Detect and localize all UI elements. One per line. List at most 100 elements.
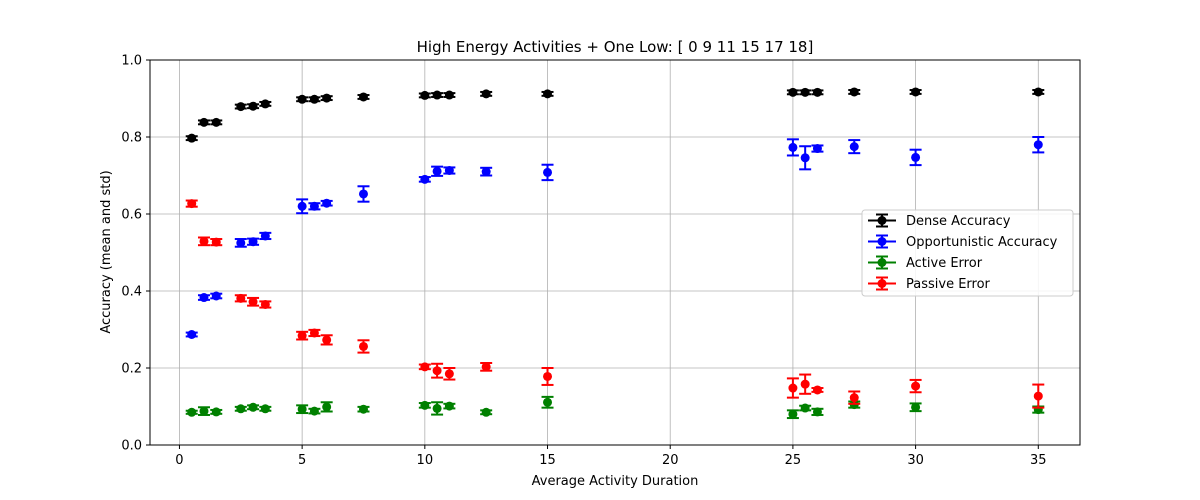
point-marker — [420, 174, 430, 184]
point-marker — [432, 366, 442, 376]
data-point — [210, 117, 223, 127]
point-marker — [322, 335, 332, 345]
data-point — [480, 166, 493, 177]
point-marker — [420, 362, 430, 372]
point-marker — [481, 89, 491, 99]
point-marker — [211, 407, 221, 417]
data-series — [185, 87, 1045, 420]
series-active-error — [185, 395, 1045, 420]
data-point — [480, 89, 493, 99]
point-marker — [849, 87, 859, 97]
legend-label: Passive Error — [906, 277, 991, 292]
data-point — [308, 328, 321, 338]
point-marker — [309, 406, 319, 416]
point-marker — [260, 299, 270, 309]
point-marker — [187, 407, 197, 417]
point-marker — [420, 90, 430, 100]
data-point — [247, 237, 260, 247]
point-marker — [481, 362, 491, 372]
data-point — [308, 94, 321, 104]
data-point — [197, 406, 210, 416]
point-marker — [1033, 391, 1043, 401]
point-marker — [911, 381, 921, 391]
data-point — [185, 199, 198, 209]
data-point — [431, 165, 444, 177]
data-point — [357, 185, 370, 203]
legend-marker — [877, 258, 887, 267]
point-marker — [543, 371, 553, 381]
data-point — [185, 407, 198, 417]
data-point — [811, 385, 824, 395]
point-marker — [1033, 87, 1043, 97]
data-point — [848, 139, 861, 155]
data-point — [197, 117, 210, 127]
data-point — [357, 339, 370, 354]
point-marker — [248, 237, 258, 247]
data-point — [320, 198, 333, 208]
point-marker — [297, 331, 307, 341]
point-marker — [911, 152, 921, 162]
data-point — [320, 401, 333, 413]
point-marker — [788, 383, 798, 393]
x-tick-label: 10 — [417, 453, 434, 468]
data-point — [320, 93, 333, 103]
legend-item: Dense Accuracy — [868, 213, 1011, 229]
data-point — [799, 403, 812, 413]
point-marker — [199, 236, 209, 246]
data-point — [431, 90, 444, 100]
data-point — [308, 201, 321, 211]
series-passive-error — [185, 199, 1045, 409]
y-tick-label: 1.0 — [121, 54, 142, 69]
point-marker — [248, 402, 258, 412]
data-point — [799, 145, 812, 171]
y-tick-label: 0.4 — [121, 285, 142, 300]
x-axis-label: Average Activity Duration — [532, 474, 699, 489]
point-marker — [444, 90, 454, 100]
data-point — [197, 236, 210, 247]
data-point — [786, 138, 799, 157]
point-marker — [444, 401, 454, 411]
data-point — [357, 404, 370, 414]
point-marker — [236, 293, 246, 303]
data-point — [234, 238, 247, 248]
point-marker — [248, 297, 258, 307]
data-point — [296, 404, 309, 415]
legend-label: Dense Accuracy — [906, 214, 1011, 229]
point-marker — [432, 90, 442, 100]
point-marker — [211, 117, 221, 127]
data-point — [799, 87, 812, 97]
data-point — [541, 163, 554, 182]
legend-label: Active Error — [906, 256, 983, 271]
point-marker — [297, 94, 307, 104]
point-marker — [420, 400, 430, 410]
data-point — [909, 378, 922, 394]
data-point — [418, 362, 431, 372]
y-tick-label: 0.2 — [121, 362, 142, 377]
data-point — [418, 90, 431, 100]
data-point — [443, 401, 456, 411]
point-marker — [260, 231, 270, 241]
point-marker — [358, 341, 368, 351]
data-point — [185, 133, 198, 143]
data-point — [197, 293, 210, 303]
point-marker — [812, 87, 822, 97]
data-point — [786, 87, 799, 97]
data-point — [1032, 136, 1045, 154]
data-point — [296, 330, 309, 341]
legend-item: Passive Error — [868, 276, 991, 292]
data-point — [811, 407, 824, 417]
point-marker — [358, 189, 368, 199]
data-point — [259, 231, 272, 241]
point-marker — [309, 94, 319, 104]
data-point — [1032, 87, 1045, 97]
point-marker — [481, 167, 491, 177]
data-point — [909, 148, 922, 167]
data-point — [210, 407, 223, 417]
point-marker — [260, 404, 270, 414]
x-tick-label: 25 — [785, 453, 802, 468]
data-point — [848, 390, 861, 405]
data-point — [234, 102, 247, 112]
data-point — [480, 407, 493, 417]
point-marker — [788, 87, 798, 97]
